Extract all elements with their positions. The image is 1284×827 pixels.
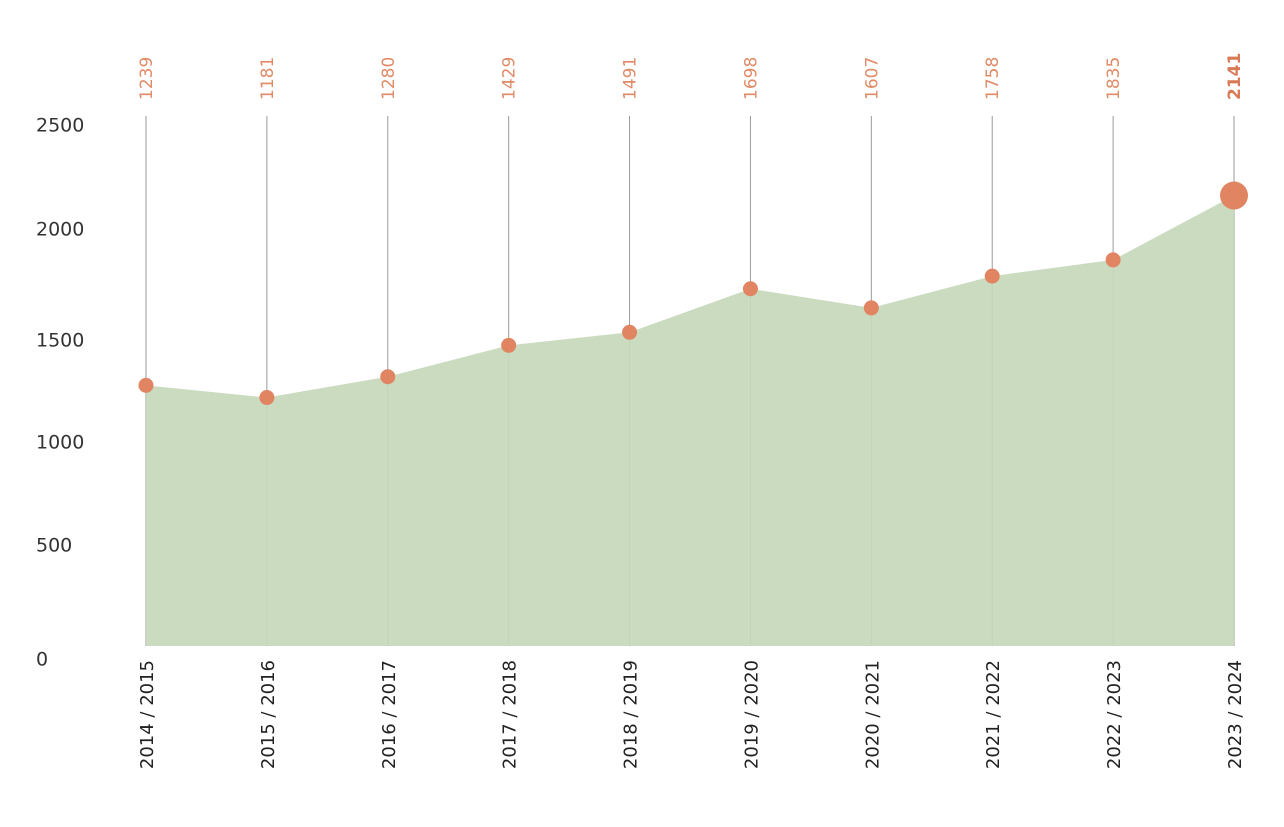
data-point bbox=[138, 377, 154, 393]
x-tick-label: 2022 / 2023 bbox=[1104, 660, 1125, 769]
x-tick-label: 2019 / 2020 bbox=[741, 660, 762, 769]
y-tick-label: 2000 bbox=[36, 219, 84, 241]
value-label: 1429 bbox=[500, 57, 520, 100]
y-tick-label: 2500 bbox=[36, 115, 84, 137]
y-tick-label: 500 bbox=[36, 535, 72, 557]
data-point bbox=[863, 300, 879, 316]
x-tick-label: 2023 / 2024 bbox=[1225, 660, 1246, 769]
x-tick-label: 2017 / 2018 bbox=[500, 660, 521, 769]
x-tick-label: 2021 / 2022 bbox=[983, 660, 1004, 769]
x-tick-label: 2018 / 2019 bbox=[621, 660, 642, 769]
y-axis-ticks: 0 500 1000 1500 2000 2500 bbox=[36, 115, 84, 671]
value-label: 1835 bbox=[1104, 57, 1124, 100]
value-label: 2141 bbox=[1225, 53, 1245, 100]
value-label: 1607 bbox=[862, 57, 882, 100]
x-tick-label: 2020 / 2021 bbox=[862, 660, 883, 769]
data-point bbox=[622, 324, 638, 340]
x-tick-label: 2015 / 2016 bbox=[258, 660, 279, 769]
value-label: 1280 bbox=[379, 57, 399, 100]
value-label: 1181 bbox=[258, 57, 278, 100]
x-axis-ticks: 2014 / 2015 2015 / 2016 2016 / 2017 2017 / … bbox=[137, 660, 1246, 769]
data-point bbox=[742, 281, 758, 297]
data-point bbox=[501, 337, 517, 353]
y-tick-label: 1000 bbox=[36, 432, 84, 454]
data-point bbox=[1220, 181, 1248, 210]
value-label: 1491 bbox=[621, 57, 641, 100]
data-point bbox=[984, 268, 1000, 284]
value-labels: 1239 1181 1280 1429 1491 1698 1607 1758 1835 2141 bbox=[137, 53, 1245, 100]
x-tick-label: 2016 / 2017 bbox=[379, 660, 400, 769]
y-tick-label: 1500 bbox=[36, 330, 84, 352]
y-tick-label: 0 bbox=[36, 649, 48, 671]
data-point bbox=[1105, 252, 1121, 268]
area-series bbox=[146, 195, 1234, 646]
value-label: 1758 bbox=[983, 57, 1003, 100]
value-label: 1698 bbox=[741, 57, 761, 100]
data-point bbox=[380, 369, 396, 385]
x-tick-label: 2014 / 2015 bbox=[137, 660, 158, 769]
data-point bbox=[259, 390, 275, 406]
value-label: 1239 bbox=[137, 57, 157, 100]
data-markers bbox=[138, 181, 1248, 406]
